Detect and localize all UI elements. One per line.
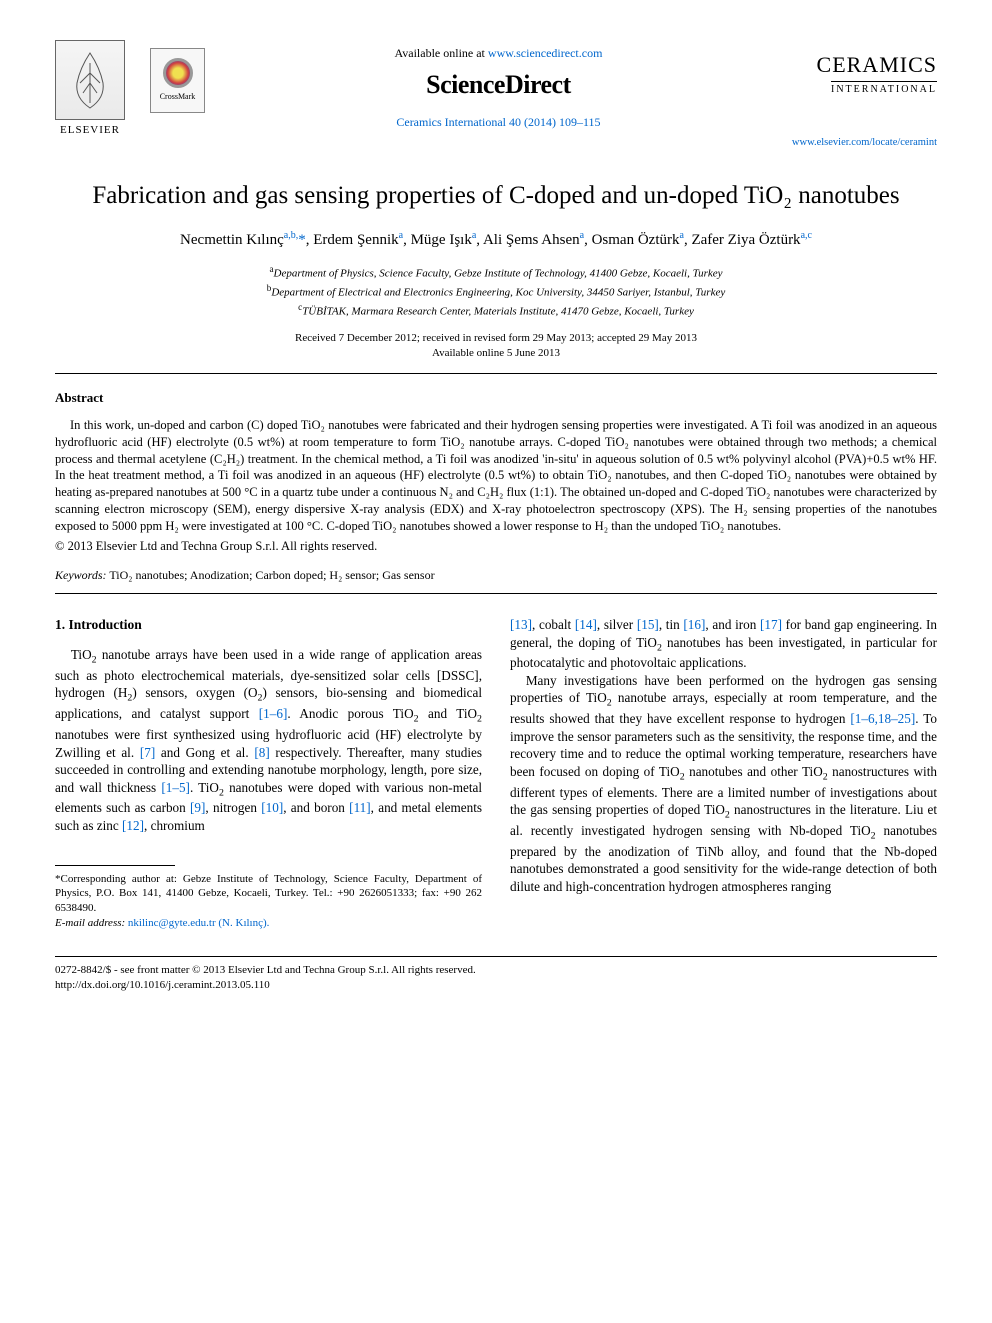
- intro-para-right-2: Many investigations have been performed …: [510, 672, 937, 896]
- sciencedirect-link[interactable]: www.sciencedirect.com: [488, 46, 603, 60]
- header-right: CERAMICS INTERNATIONAL www.elsevier.com/…: [792, 40, 937, 150]
- rule-below-keywords: [55, 593, 937, 594]
- journal-locate-link[interactable]: www.elsevier.com/locate/ceramint: [792, 136, 937, 150]
- citation-link[interactable]: Ceramics International 40 (2014) 109–115: [396, 114, 600, 130]
- sciencedirect-logo: ScienceDirect: [426, 67, 571, 102]
- footnote-corr: *Corresponding author at: Gebze Institut…: [55, 872, 482, 917]
- intro-para-left: TiO2 nanotube arrays have been used in a…: [55, 646, 482, 835]
- journal-subtitle: INTERNATIONAL: [831, 81, 937, 97]
- title-block: Fabrication and gas sensing properties o…: [55, 180, 937, 361]
- email-link[interactable]: nkilinc@gyte.edu.tr (N. Kılınç).: [128, 917, 270, 929]
- header-center: Available online at www.sciencedirect.co…: [205, 40, 792, 130]
- date-online: Available online 5 June 2013: [55, 346, 937, 361]
- page-header: ELSEVIER CrossMark Available online at w…: [55, 40, 937, 150]
- footnote-email: E-mail address: nkilinc@gyte.edu.tr (N. …: [55, 916, 482, 931]
- front-matter: 0272-8842/$ - see front matter © 2013 El…: [55, 963, 937, 993]
- journal-title: CERAMICS: [817, 50, 937, 80]
- available-prefix: Available online at: [394, 46, 487, 60]
- abstract-heading: Abstract: [55, 389, 937, 407]
- rule-above-abstract: [55, 373, 937, 374]
- abstract-section: Abstract In this work, un-doped and carb…: [55, 389, 937, 555]
- left-column: 1. Introduction TiO2 nanotube arrays hav…: [55, 616, 482, 931]
- affiliation-b: bDepartment of Electrical and Electronic…: [55, 282, 937, 301]
- abstract-text: In this work, un-doped and carbon (C) do…: [55, 417, 937, 535]
- keywords-label: Keywords:: [55, 568, 107, 582]
- author-list: Necmettin Kılınça,b,*, Erdem Şennika, Mü…: [55, 228, 937, 252]
- available-online: Available online at www.sciencedirect.co…: [394, 45, 602, 61]
- front-matter-line1: 0272-8842/$ - see front matter © 2013 El…: [55, 963, 937, 978]
- keywords-text: TiO₂ nanotubes; Anodization; Carbon dope…: [109, 568, 434, 582]
- elsevier-label: ELSEVIER: [60, 123, 120, 138]
- crossmark-icon: [163, 58, 193, 88]
- article-title: Fabrication and gas sensing properties o…: [55, 180, 937, 213]
- intro-para-right-1: [13], cobalt [14], silver [15], tin [16]…: [510, 616, 937, 672]
- date-received: Received 7 December 2012; received in re…: [55, 331, 937, 346]
- body-columns: 1. Introduction TiO2 nanotube arrays hav…: [55, 616, 937, 931]
- elsevier-logo: ELSEVIER: [55, 40, 125, 138]
- rule-front-matter: [55, 956, 937, 957]
- corresponding-author-footnote: *Corresponding author at: Gebze Institut…: [55, 872, 482, 931]
- footnote-separator: [55, 865, 175, 866]
- elsevier-tree-icon: [55, 40, 125, 120]
- header-left: ELSEVIER CrossMark: [55, 40, 205, 138]
- front-matter-line2: http://dx.doi.org/10.1016/j.ceramint.201…: [55, 978, 937, 993]
- affiliations: aDepartment of Physics, Science Faculty,…: [55, 263, 937, 320]
- article-dates: Received 7 December 2012; received in re…: [55, 331, 937, 362]
- crossmark-badge[interactable]: CrossMark: [150, 48, 205, 113]
- section-heading-intro: 1. Introduction: [55, 616, 482, 634]
- email-label: E-mail address:: [55, 917, 128, 929]
- right-column: [13], cobalt [14], silver [15], tin [16]…: [510, 616, 937, 931]
- affiliation-a: aDepartment of Physics, Science Faculty,…: [55, 263, 937, 282]
- affiliation-c: cTÜBİTAK, Marmara Research Center, Mater…: [55, 301, 937, 320]
- crossmark-label: CrossMark: [160, 92, 196, 103]
- abstract-copyright: © 2013 Elsevier Ltd and Techna Group S.r…: [55, 538, 937, 555]
- keywords: Keywords: TiO₂ nanotubes; Anodization; C…: [55, 567, 937, 583]
